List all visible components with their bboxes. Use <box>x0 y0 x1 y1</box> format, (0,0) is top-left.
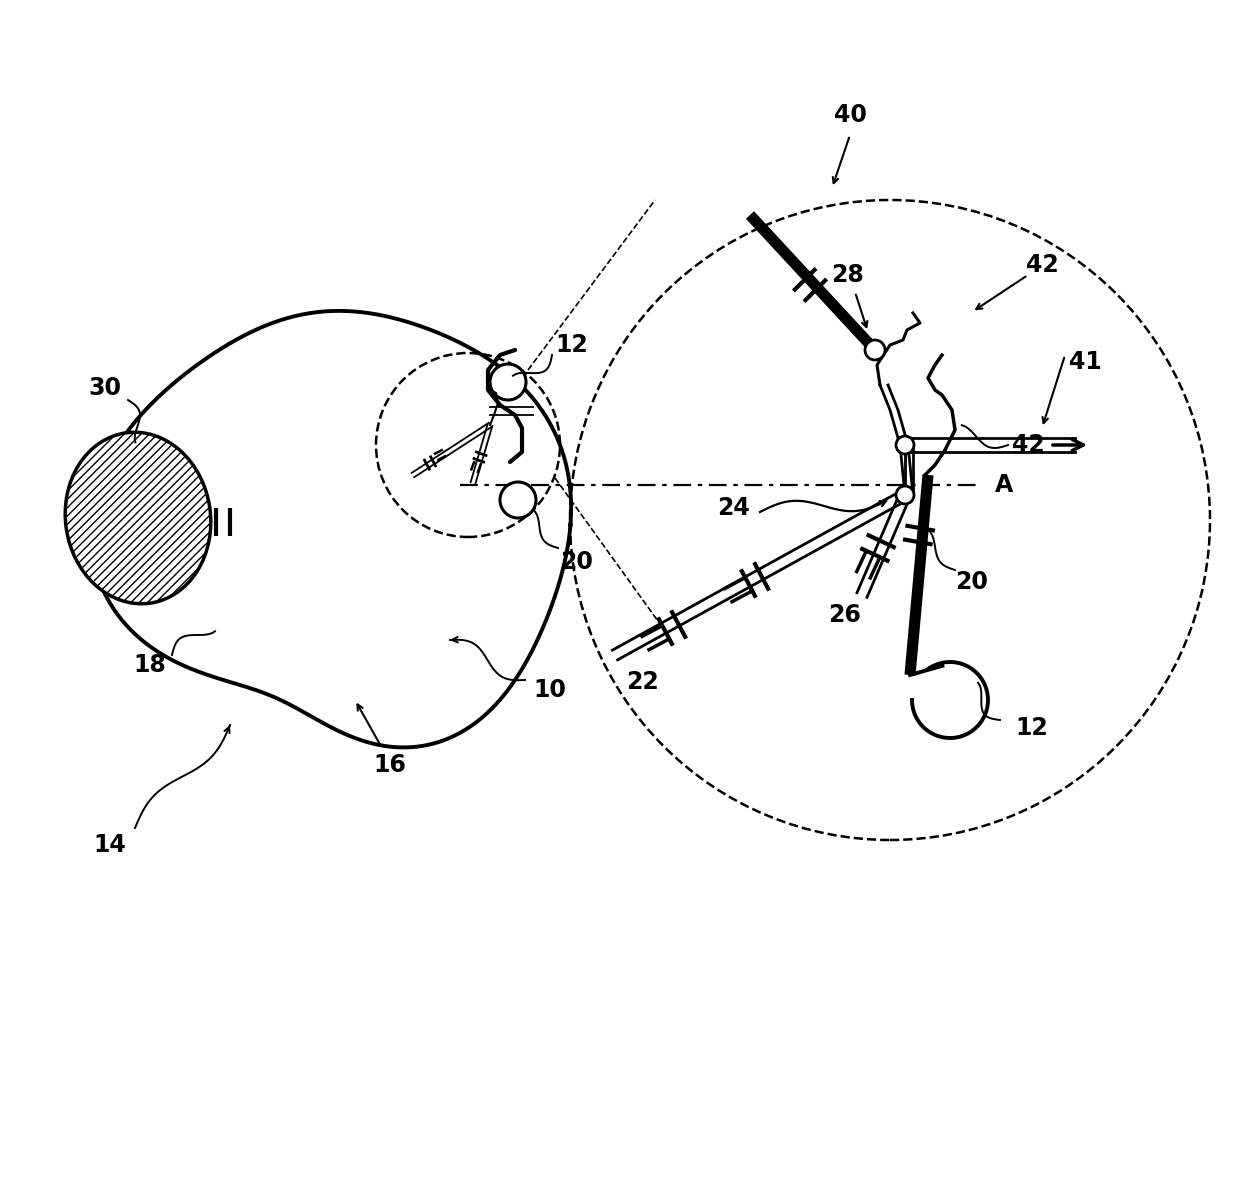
Text: 12: 12 <box>556 332 588 356</box>
Text: 28: 28 <box>832 263 864 287</box>
Text: 14: 14 <box>94 833 126 857</box>
Ellipse shape <box>66 432 211 604</box>
Text: 24: 24 <box>717 496 750 520</box>
Text: 42: 42 <box>1012 433 1044 457</box>
Polygon shape <box>91 311 572 748</box>
Text: 40: 40 <box>833 103 867 127</box>
Text: 26: 26 <box>828 602 862 626</box>
Circle shape <box>897 486 914 504</box>
Text: 41: 41 <box>1069 350 1101 374</box>
Circle shape <box>866 340 885 360</box>
Text: 18: 18 <box>134 653 166 677</box>
Text: 20: 20 <box>560 550 593 574</box>
Text: 20: 20 <box>955 570 988 594</box>
Circle shape <box>897 436 914 454</box>
Text: A: A <box>994 473 1013 497</box>
Text: 12: 12 <box>1016 716 1048 740</box>
Text: 16: 16 <box>373 754 407 778</box>
Circle shape <box>490 364 526 400</box>
Text: 22: 22 <box>626 670 658 694</box>
Text: 10: 10 <box>533 678 567 702</box>
Text: 42: 42 <box>1025 253 1059 277</box>
Text: 30: 30 <box>88 376 122 400</box>
Circle shape <box>500 482 536 518</box>
